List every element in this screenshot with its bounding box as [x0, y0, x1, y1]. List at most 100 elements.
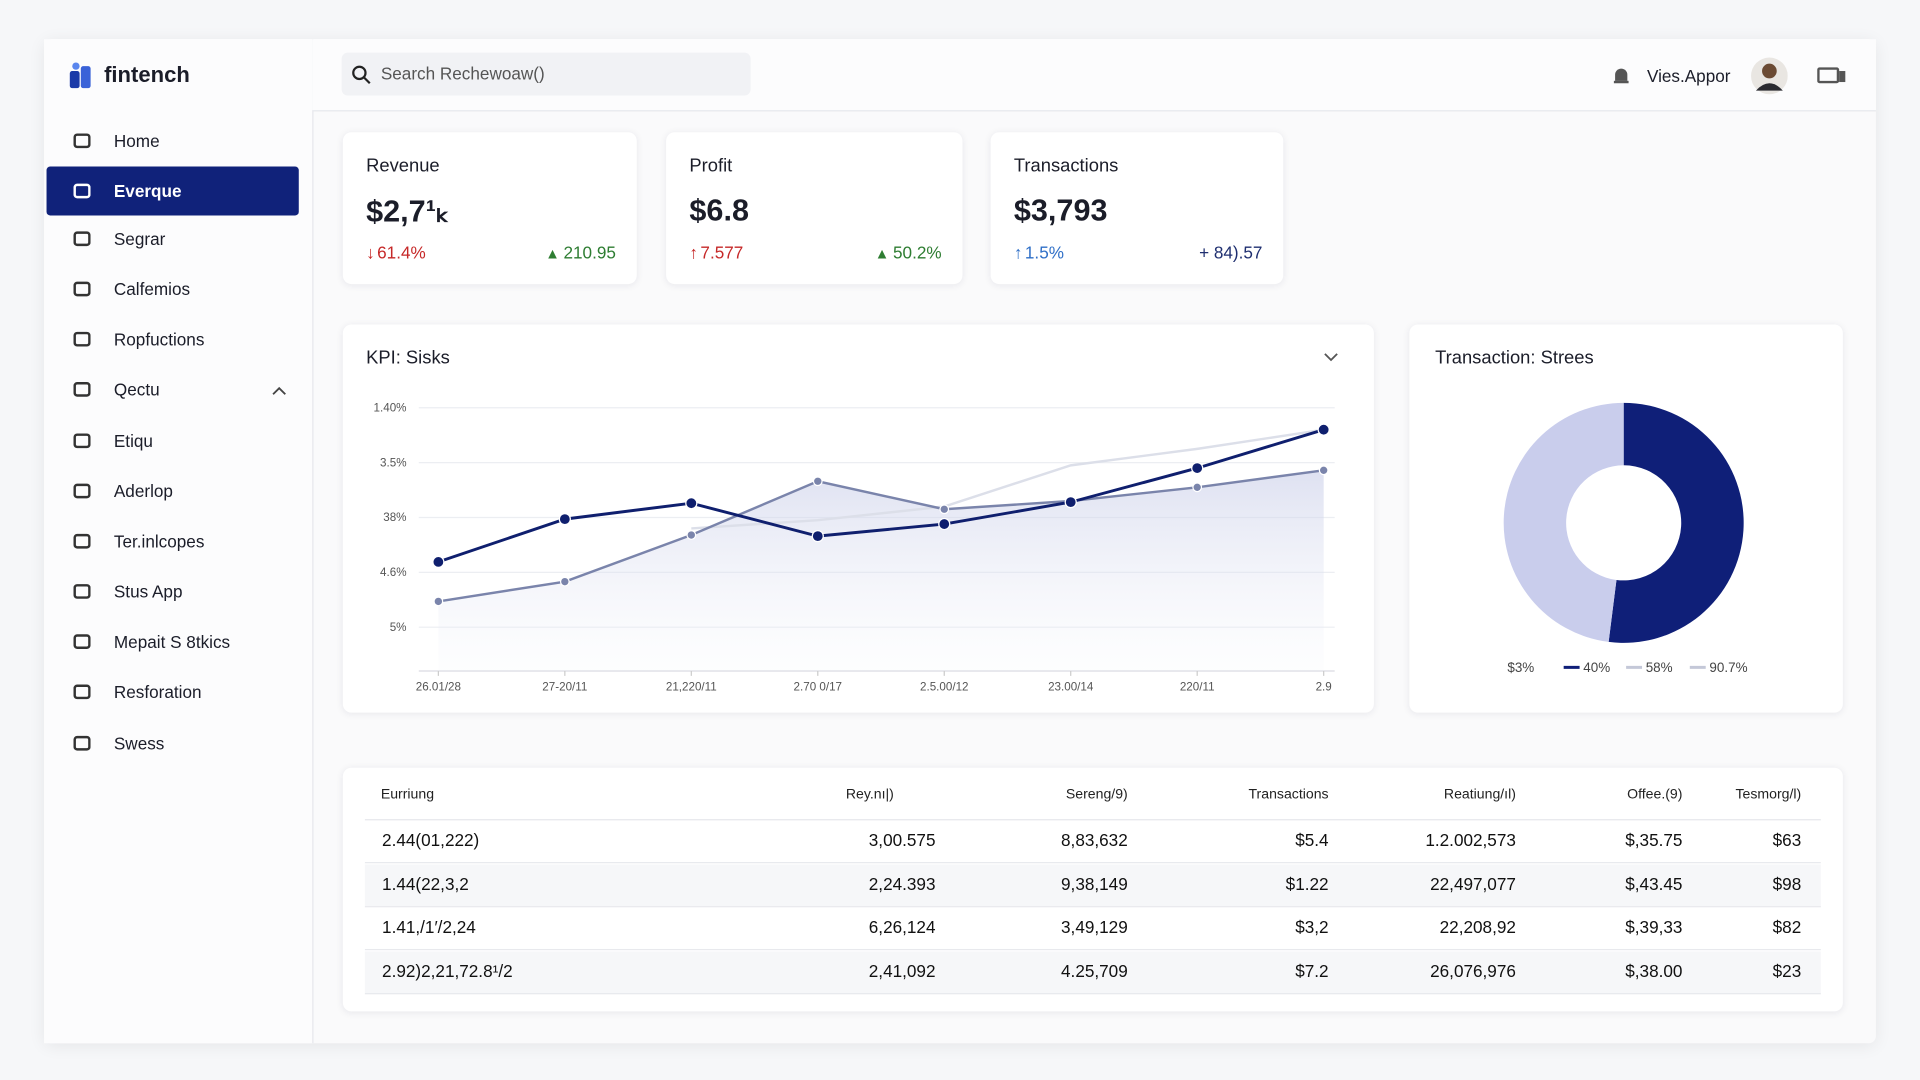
nav-item[interactable]: Etiqu	[47, 416, 299, 465]
nav-item[interactable]: Swess	[47, 719, 299, 768]
cell: 1.41,/1′/2,24	[382, 917, 476, 937]
nav-icon	[73, 433, 91, 449]
nav-item[interactable]: Ropfuctions	[47, 315, 299, 364]
nav-label: Ropfuctions	[113, 329, 205, 349]
nav-item[interactable]: Home	[47, 116, 299, 165]
dropdown-chevron[interactable]	[1322, 351, 1339, 363]
cell: 26,076,976	[1430, 960, 1516, 981]
user-name[interactable]: Vies.Appor	[1646, 66, 1731, 86]
line	[691, 428, 1324, 530]
x-tick-label: 2.70 0/17	[794, 681, 842, 694]
device-icon[interactable]	[1817, 66, 1846, 86]
nav-item[interactable]: Ter.inlcopes	[47, 517, 299, 566]
data-table: Eurriung Rey.nı|) Sereng/9) Transactions Rea…	[342, 767, 1843, 1012]
y-tick-label: 3.5%	[380, 456, 407, 469]
change-value: 50.2%	[893, 242, 942, 263]
arrow-icon: ▲	[874, 244, 890, 263]
nav-icon-shape	[73, 183, 91, 199]
row-bg	[364, 907, 1821, 951]
nav-label: Calfemios	[113, 279, 191, 299]
donut-slice	[1608, 402, 1744, 643]
card-value: $3,793	[1013, 193, 1108, 228]
cell: 9,38,149	[1061, 873, 1128, 894]
cell: 2.44(01,222)	[382, 830, 480, 850]
column-header: Sereng/9)	[1065, 787, 1128, 803]
card-title: Revenue	[366, 155, 440, 177]
cell: $,35.75	[1625, 830, 1683, 850]
point	[1192, 482, 1203, 493]
cell: 1.44(22,3,2	[382, 873, 469, 894]
kpi-card: KPI: Sisks 5% 4.6% 38% 3.5% 1.40% 26.01/28 27-…	[342, 324, 1374, 713]
nav-icon	[73, 684, 91, 700]
nav-label: Segrar	[113, 228, 166, 249]
x-tick-label: 27-20/11	[542, 681, 587, 694]
nav-icon-shape	[73, 483, 91, 499]
cell: $7.2	[1295, 960, 1329, 981]
nav-item[interactable]: Everque	[46, 166, 299, 216]
nav-icon	[73, 133, 91, 149]
legend-label: 40%	[1583, 660, 1610, 675]
change-left: ↑ 7.577	[689, 242, 743, 262]
nav-label: Resforation	[113, 682, 202, 702]
donut-slice	[1503, 402, 1624, 642]
bell-icon[interactable]	[1611, 66, 1631, 86]
y-tick-label: 4.6%	[380, 566, 407, 579]
nav-icon-shape	[73, 281, 91, 297]
search-placeholder: Search Rechewoaw()	[380, 63, 545, 84]
nav-icon	[73, 533, 91, 549]
nav-icon-shape	[73, 133, 91, 149]
chevron	[272, 386, 286, 395]
cell: $3,2	[1295, 917, 1329, 937]
expand-chevron	[272, 386, 286, 395]
nav-label: Everque	[113, 181, 182, 201]
line-chart: 5% 4.6% 38% 3.5% 1.40% 26.01/28 27-20/11 21,220…	[374, 401, 1335, 694]
cell: 6,26,124	[868, 917, 936, 937]
nav-item[interactable]: Stus App	[47, 567, 299, 616]
nav-icon	[73, 634, 91, 649]
nav-icon-shape	[73, 735, 91, 751]
cell: 2,41,092	[868, 960, 936, 981]
cell: 4.25,709	[1061, 960, 1128, 981]
cell: 22,208,92	[1439, 917, 1516, 937]
change-value: 1.5%	[1024, 242, 1064, 263]
x-tick-label: 220/11	[1180, 681, 1215, 694]
point	[939, 504, 950, 515]
nav-icon-shape	[73, 382, 91, 397]
donut-card: Transaction: Strees $3% 40% 58% 90.7%	[1409, 324, 1843, 713]
nav-icon-shape	[73, 433, 91, 449]
nav-label: Stus App	[113, 581, 183, 602]
nav-icon-shape	[73, 634, 91, 649]
arrow-icon: ↑	[689, 242, 698, 263]
point	[1191, 461, 1204, 475]
column-header: Rey.nı|)	[845, 787, 894, 803]
change-value: 7.577	[700, 242, 744, 263]
logo: fintench	[104, 62, 190, 87]
nav-item[interactable]: Resforation	[47, 667, 299, 716]
nav-item[interactable]: Mepait S 8tkics	[47, 617, 299, 666]
card-title: Profit	[689, 155, 733, 177]
stat-card: Revenue $2,7¹ₖ ↓ 61.4% ▲ 210.95	[342, 132, 637, 285]
logo-icon	[69, 62, 91, 89]
nav-label: Aderlop	[113, 481, 173, 501]
nav-item[interactable]: Aderlop	[47, 467, 299, 516]
nav-item[interactable]: Segrar	[47, 214, 299, 263]
point	[686, 530, 697, 540]
nav-item[interactable]: Calfemios	[47, 264, 299, 313]
nav-icon	[73, 183, 91, 199]
nav-item[interactable]: Qectu	[47, 365, 299, 414]
point	[811, 529, 824, 543]
change-right: + 84).57	[1199, 242, 1262, 262]
nav-icon	[73, 584, 91, 599]
avatar[interactable]	[1751, 56, 1788, 95]
search-box[interactable]: Search Rechewoaw()	[341, 52, 751, 96]
legend-label: 58%	[1646, 660, 1673, 675]
column-header: Eurriung	[380, 787, 435, 803]
nav-icon-shape	[73, 331, 91, 347]
cell: $98	[1772, 873, 1802, 894]
nav-label: Etiqu	[113, 431, 153, 451]
y-tick-label: 38%	[383, 511, 406, 524]
point	[1318, 465, 1329, 476]
row-bg	[364, 863, 1821, 907]
